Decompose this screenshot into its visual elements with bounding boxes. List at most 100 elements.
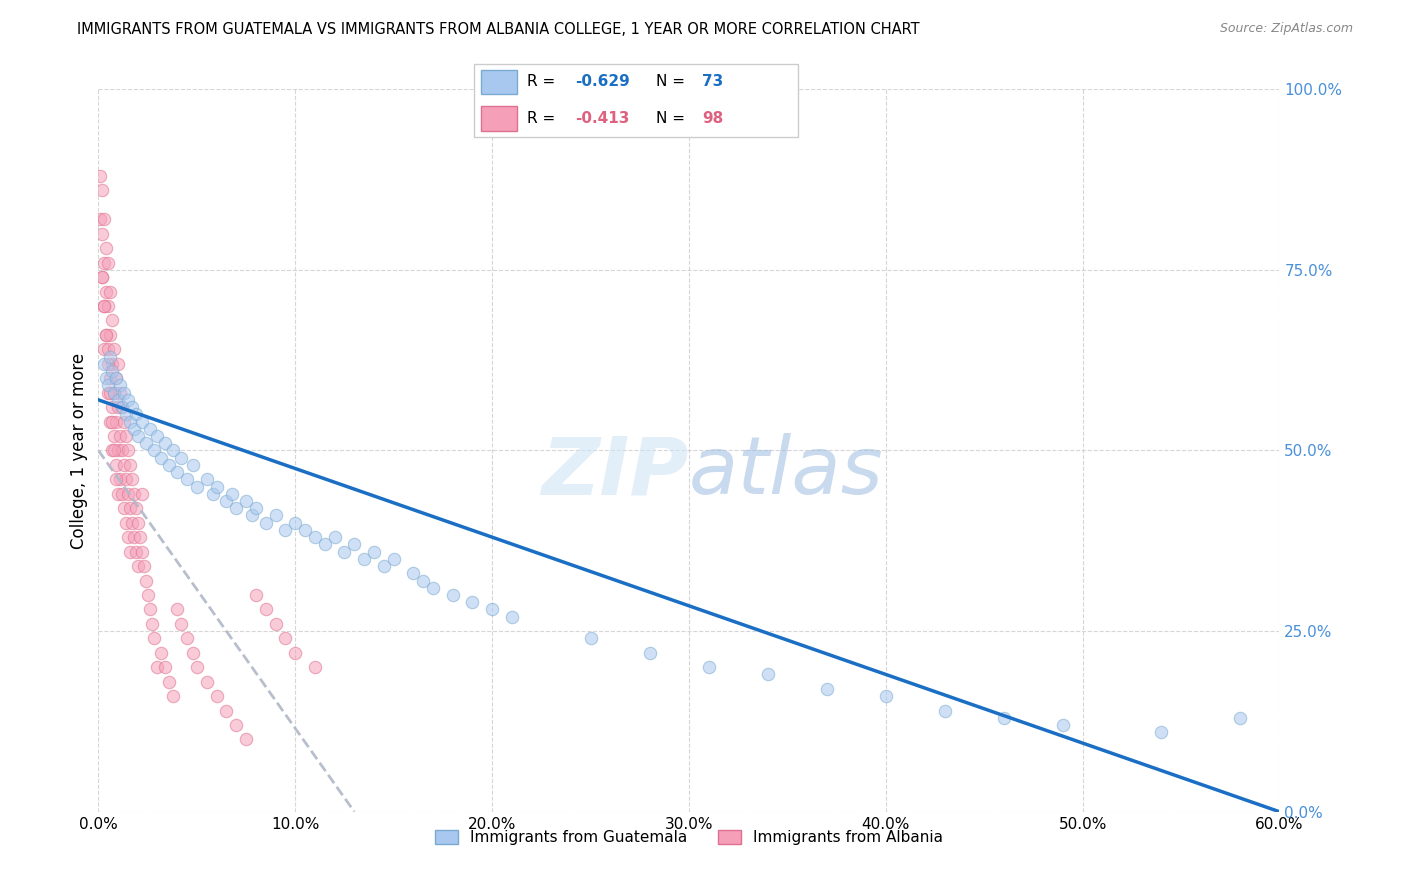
Point (112, 385, 135, 400)
Point (111, 400, 134, 414)
Point (93, 343, 115, 357)
Point (97, 385, 120, 400)
Point (186, 660, 208, 674)
Point (254, 516, 277, 530)
Point (993, 711, 1015, 725)
Point (98, 371, 121, 385)
Point (105, 472, 128, 486)
Point (115, 472, 138, 486)
Point (155, 660, 177, 674)
Point (176, 472, 198, 486)
Point (103, 385, 125, 400)
FancyBboxPatch shape (481, 106, 517, 130)
Point (441, 588, 464, 602)
Point (101, 357, 124, 371)
Point (135, 436, 157, 450)
Point (118, 415, 141, 429)
Point (240, 508, 263, 523)
Point (91, 270, 114, 285)
Point (235, 494, 257, 508)
Point (170, 450, 193, 465)
Point (127, 429, 149, 443)
Point (132, 559, 155, 574)
Point (118, 501, 141, 516)
Point (98, 415, 121, 429)
Point (150, 646, 173, 660)
Point (756, 667, 779, 681)
Point (1229, 711, 1251, 725)
Point (93, 212, 115, 227)
Point (131, 544, 153, 558)
Legend: Immigrants from Guatemala, Immigrants from Albania: Immigrants from Guatemala, Immigrants fr… (429, 823, 949, 851)
Point (142, 443, 165, 458)
Point (125, 544, 148, 558)
Point (162, 689, 184, 703)
Point (128, 530, 150, 544)
Point (103, 443, 125, 458)
Point (138, 602, 160, 616)
Point (97, 378, 120, 392)
Point (117, 530, 139, 544)
Text: 73: 73 (703, 74, 724, 89)
Point (135, 574, 157, 588)
Point (93, 357, 115, 371)
Point (105, 371, 128, 385)
Text: R =: R = (527, 111, 561, 126)
Point (284, 516, 307, 530)
Point (170, 616, 193, 631)
Point (815, 681, 838, 696)
Point (254, 602, 277, 616)
Point (150, 450, 173, 465)
Point (481, 602, 503, 616)
Point (934, 704, 956, 718)
Point (323, 530, 346, 544)
Point (363, 544, 385, 558)
Point (205, 480, 228, 494)
Point (121, 472, 143, 486)
Point (304, 660, 326, 674)
Point (112, 458, 135, 472)
Point (314, 537, 336, 551)
Point (176, 632, 198, 646)
Text: ZIP: ZIP (541, 434, 689, 511)
Point (118, 458, 141, 472)
Point (98, 385, 121, 400)
Point (157, 458, 180, 472)
Point (101, 313, 124, 327)
Point (108, 472, 131, 486)
Point (96, 371, 118, 385)
Point (103, 343, 125, 357)
Point (122, 530, 145, 544)
Point (225, 501, 247, 516)
Point (274, 632, 297, 646)
Point (97, 255, 120, 269)
Point (98, 350, 121, 364)
Point (155, 436, 177, 450)
Point (264, 508, 287, 523)
Point (579, 632, 602, 646)
Point (141, 616, 163, 631)
Text: 98: 98 (703, 111, 724, 126)
Point (402, 566, 425, 581)
Point (501, 609, 523, 624)
Point (225, 718, 247, 732)
Point (89, 212, 111, 227)
Point (96, 241, 118, 255)
Point (245, 588, 267, 602)
Point (235, 732, 257, 747)
Point (422, 581, 444, 595)
Point (91, 270, 114, 285)
Point (108, 385, 131, 400)
FancyBboxPatch shape (474, 64, 799, 136)
Point (107, 443, 129, 458)
Point (105, 371, 128, 385)
Point (162, 443, 184, 458)
Point (166, 602, 188, 616)
Point (1052, 718, 1074, 732)
Y-axis label: College, 1 year or more: College, 1 year or more (70, 352, 89, 549)
Point (333, 544, 356, 558)
Point (353, 551, 375, 566)
Point (107, 392, 129, 407)
Point (186, 480, 208, 494)
Point (97, 299, 120, 313)
